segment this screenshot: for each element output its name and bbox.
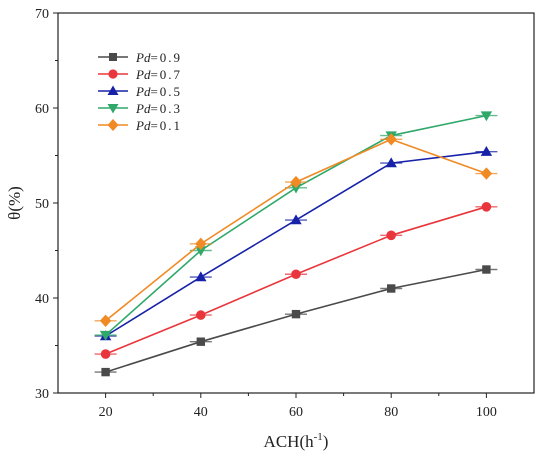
y-tick-label: 50	[35, 197, 49, 212]
y-tick-label: 70	[35, 7, 49, 22]
x-tick-label: 40	[194, 405, 208, 420]
x-axis-title: ACH(h-1)	[264, 431, 329, 451]
x-axis: 20 40 60 80 100	[99, 393, 497, 420]
series-line	[105, 114, 487, 336]
legend-label: Pd=0.7	[135, 67, 182, 82]
triangle-down-marker	[107, 104, 119, 114]
legend-label: Pd=0.1	[135, 118, 182, 133]
square-marker	[291, 309, 301, 319]
diamond-marker	[385, 133, 397, 146]
square-marker	[101, 367, 110, 377]
y-tick-label: 60	[35, 102, 49, 117]
circle-marker	[196, 310, 206, 320]
circle-marker	[291, 269, 301, 280]
triangle-down-marker	[99, 330, 112, 341]
series-0	[94, 265, 498, 377]
legend-label: Pd=0.5	[135, 84, 182, 99]
triangle-up-marker	[480, 146, 493, 156]
legend-label: Pd=0.9	[135, 50, 182, 65]
circle-marker	[386, 230, 397, 241]
circle-marker	[481, 202, 492, 212]
plot-frame	[57, 12, 535, 394]
y-tick-label: 40	[35, 292, 49, 307]
series-4	[94, 133, 498, 327]
triangle-up-marker	[385, 157, 397, 168]
x-tick-label: 60	[289, 405, 303, 420]
triangle-up-marker	[107, 85, 119, 95]
triangle-up-marker	[195, 271, 207, 282]
series-layer	[94, 111, 498, 377]
series-1	[94, 202, 498, 359]
y-axis-title: θ(%)	[5, 186, 24, 220]
square-marker	[109, 53, 117, 61]
triangle-up-marker	[290, 214, 302, 225]
y-axis: 30 40 50 60 70	[35, 7, 58, 402]
diamond-marker	[480, 167, 493, 180]
diamond-marker	[107, 119, 119, 131]
diamond-marker	[195, 237, 207, 251]
square-marker	[196, 337, 205, 346]
triangle-down-marker	[195, 246, 207, 257]
x-tick-label: 20	[99, 405, 113, 420]
circle-marker	[100, 349, 111, 359]
diamond-marker	[99, 314, 112, 327]
square-marker	[482, 265, 491, 274]
legend-label: Pd=0.3	[135, 101, 182, 116]
diamond-marker	[290, 175, 302, 189]
triangle-down-marker	[290, 183, 302, 194]
x-tick-label: 80	[384, 405, 398, 420]
y-tick-label: 30	[35, 387, 49, 402]
x-tick-label: 100	[476, 405, 497, 420]
circle-marker	[108, 69, 118, 79]
triangle-down-marker	[480, 111, 493, 122]
square-marker	[387, 284, 396, 293]
series-line	[105, 138, 487, 322]
legend: Pd=0.9 Pd=0.7 Pd=0.5 Pd=0.3 Pd=0.1	[98, 50, 182, 133]
